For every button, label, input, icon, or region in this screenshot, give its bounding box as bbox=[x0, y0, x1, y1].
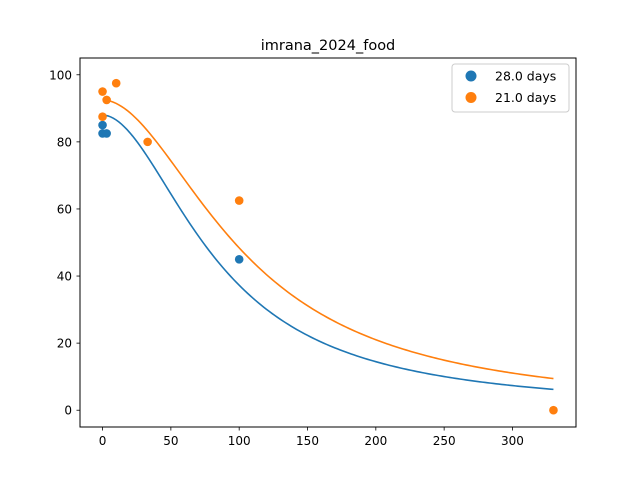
plot-area bbox=[98, 78, 558, 415]
x-tick-label: 200 bbox=[364, 434, 387, 448]
legend: 28.0 days 21.0 days bbox=[451, 63, 570, 113]
fit-line bbox=[102, 99, 554, 380]
x-tick-label: 100 bbox=[228, 434, 251, 448]
legend-label: 21.0 days bbox=[495, 90, 556, 105]
legend-marker bbox=[465, 92, 477, 103]
chart-title: imrana_2024_food bbox=[261, 38, 396, 54]
y-tick-label: 80 bbox=[57, 135, 72, 149]
legend-marker bbox=[465, 70, 477, 82]
data-point bbox=[98, 112, 107, 122]
x-tick-label: 0 bbox=[99, 434, 107, 448]
data-point bbox=[102, 129, 111, 138]
x-tick-label: 250 bbox=[433, 434, 456, 448]
x-tick-label: 300 bbox=[501, 434, 524, 448]
data-point bbox=[98, 87, 107, 96]
y-axis: 0 20 40 60 80 100 bbox=[49, 68, 80, 418]
legend-label: 28.0 days bbox=[495, 69, 556, 84]
data-point bbox=[102, 95, 111, 105]
y-tick-label: 20 bbox=[57, 337, 72, 351]
axes-frame bbox=[79, 57, 577, 428]
data-point bbox=[98, 120, 107, 130]
x-tick-label: 50 bbox=[163, 434, 178, 448]
y-tick-label: 60 bbox=[57, 202, 72, 216]
data-point bbox=[234, 254, 244, 264]
data-point bbox=[549, 405, 558, 415]
data-point bbox=[234, 196, 244, 205]
data-point bbox=[111, 78, 121, 88]
y-tick-label: 100 bbox=[49, 68, 72, 82]
legend-box bbox=[451, 63, 570, 113]
x-axis: 0 50 100 150 200 250 300 bbox=[99, 427, 524, 448]
y-tick-label: 40 bbox=[57, 270, 72, 284]
data-point bbox=[143, 137, 152, 147]
x-tick-label: 150 bbox=[296, 434, 319, 448]
y-tick-label: 0 bbox=[64, 404, 72, 418]
fit-line bbox=[102, 114, 554, 391]
